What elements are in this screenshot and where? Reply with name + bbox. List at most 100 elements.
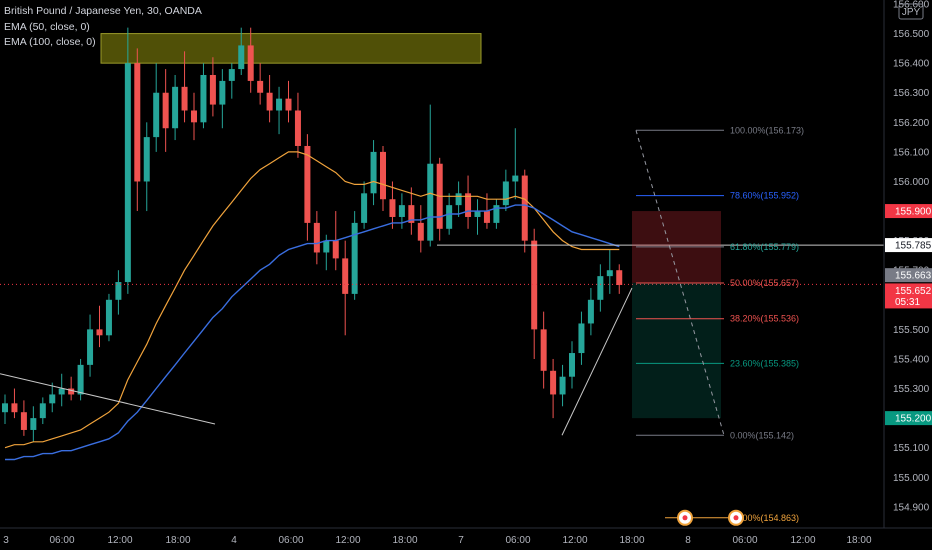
price-label-box <box>885 238 932 253</box>
candle-body <box>569 353 575 377</box>
y-axis-tick: 155.100 <box>893 443 930 454</box>
y-axis-tick: 156.300 <box>893 88 930 99</box>
price-label-box <box>885 411 932 426</box>
x-axis-tick: 18:00 <box>392 535 417 546</box>
price-label-box <box>885 294 932 309</box>
price-label-text: 155.663 <box>895 271 932 282</box>
candle-body <box>616 270 623 286</box>
candle-body <box>285 98 292 111</box>
candle-body <box>559 376 566 395</box>
candle-body <box>96 329 103 336</box>
target-marker-center <box>733 515 739 521</box>
x-axis-tick: 8 <box>685 535 691 546</box>
trendline-rising <box>561 287 633 436</box>
y-axis-tick: 156.200 <box>893 118 930 129</box>
fib-level-label: 38.20%(155.536) <box>730 314 799 324</box>
y-axis-tick: 155.500 <box>893 325 930 336</box>
candle-body <box>58 388 65 395</box>
supply-zone <box>100 33 482 64</box>
candle-body <box>606 270 613 277</box>
candle-body <box>512 175 519 182</box>
candle-body <box>20 412 27 430</box>
candle-body <box>143 137 150 182</box>
candle-body <box>247 45 254 81</box>
x-axis-tick: 12:00 <box>107 535 132 546</box>
candle-body <box>474 211 481 217</box>
candle-body <box>115 282 122 300</box>
candle-body <box>294 110 301 146</box>
candle-body <box>266 92 273 111</box>
candle-body <box>313 222 320 253</box>
y-axis-tick: 156.600 <box>893 0 930 11</box>
candle-body <box>427 163 434 241</box>
y-axis-tick: 156.500 <box>893 29 930 40</box>
candle-body <box>380 151 386 200</box>
candle-body <box>483 211 490 223</box>
candle-body <box>304 145 311 223</box>
candle-body <box>493 205 500 223</box>
take-profit-zone <box>632 282 721 419</box>
candle-body <box>408 205 415 223</box>
candle-body <box>228 69 235 81</box>
candle-body <box>134 63 141 182</box>
candle-body <box>455 193 462 206</box>
chart-legend: British Pound / Japanese Yen, 30, OANDA … <box>4 4 202 51</box>
candle-body <box>540 329 547 371</box>
candle-body <box>30 418 37 430</box>
candle-body <box>465 193 472 217</box>
candle-body <box>342 258 349 294</box>
candle-body <box>77 364 84 395</box>
trendline-left <box>0 373 216 425</box>
candle-body <box>531 240 538 330</box>
x-axis-tick: 18:00 <box>846 535 871 546</box>
y-axis-tick: 156.000 <box>893 177 930 188</box>
candle-body <box>68 388 75 395</box>
symbol-title[interactable]: British Pound / Japanese Yen, 30, OANDA <box>4 5 202 17</box>
candle-body <box>200 74 207 123</box>
y-axis-tick: 156.400 <box>893 59 930 70</box>
candle-body <box>351 222 358 294</box>
candle-body <box>587 299 594 324</box>
candle-body <box>181 86 188 111</box>
price-label-text: 155.900 <box>895 207 932 218</box>
candle-body <box>257 80 264 93</box>
ema-50-label[interactable]: EMA (50, close, 0) <box>4 20 90 33</box>
ema-100-label[interactable]: EMA (100, close, 0) <box>4 36 96 48</box>
ema-50-line <box>4 151 620 449</box>
fib-level-label: 27.00%(154.863) <box>730 513 799 523</box>
x-axis-tick: 18:00 <box>619 535 644 546</box>
currency-badge[interactable]: JPY <box>898 3 924 20</box>
price-label-text: 05:31 <box>895 297 920 308</box>
y-axis-tick: 155.400 <box>893 354 930 365</box>
fib-level-label: 61.80%(155.779) <box>730 242 799 252</box>
candle-body <box>332 240 339 259</box>
fib-level-label: 23.60%(155.385) <box>730 358 799 368</box>
y-axis-tick: 155.300 <box>893 384 930 395</box>
candle-body <box>521 175 528 241</box>
candle-body <box>417 222 424 241</box>
candle-body <box>389 199 396 217</box>
fib-level-label: 50.00%(155.657) <box>730 278 799 288</box>
candle-body <box>550 370 557 395</box>
candle-body <box>105 299 112 336</box>
candle-body <box>597 276 604 300</box>
candle-body <box>87 329 94 365</box>
y-axis-tick: 154.900 <box>893 502 930 513</box>
candle-body <box>398 205 405 217</box>
x-axis-tick: 4 <box>231 535 237 546</box>
candle-body <box>578 323 585 354</box>
fib-level-label: 78.60%(155.952) <box>730 191 799 201</box>
candle-body <box>191 110 197 123</box>
price-label-text: 155.652 <box>895 286 932 297</box>
fib-diagonal <box>635 130 725 436</box>
candle-body <box>219 80 226 105</box>
candle-body <box>2 403 8 413</box>
ema-100-line <box>5 204 620 461</box>
candle-body <box>502 181 509 206</box>
candle-body <box>361 193 368 223</box>
x-axis-tick: 06:00 <box>732 535 757 546</box>
fib-level-label: 0.00%(155.142) <box>730 430 794 440</box>
x-axis-tick: 12:00 <box>335 535 360 546</box>
currency-label: JPY <box>902 7 921 18</box>
